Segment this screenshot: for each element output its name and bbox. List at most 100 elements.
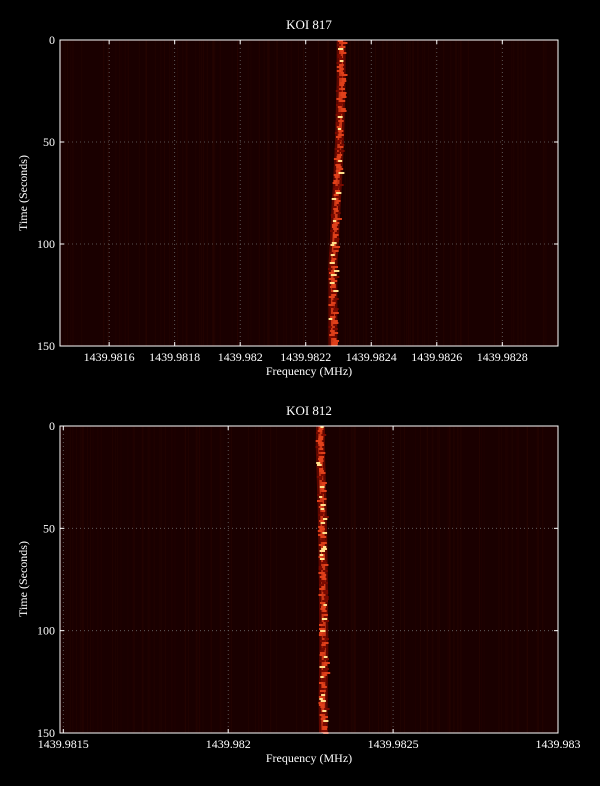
signal-pixel: [332, 284, 336, 286]
noise-streak: [196, 426, 198, 733]
signal-pixel: [323, 516, 329, 518]
signal-pixel: [317, 464, 322, 466]
signal-pixel: [330, 306, 335, 308]
noise-streak: [354, 426, 356, 733]
signal-pixel: [315, 440, 321, 442]
signal-pixel: [319, 576, 326, 578]
signal-pixel: [334, 186, 339, 188]
noise-streak: [268, 40, 270, 346]
plot-area: 1439.9816 1439.9818 1439.982 1439.9822 1439.…: [37, 33, 559, 364]
noise-streak: [202, 40, 204, 346]
noise-streak: [182, 40, 184, 346]
noise-streak: [72, 426, 74, 733]
noise-streak: [69, 426, 71, 733]
signal-pixel: [336, 192, 342, 194]
y-tick-label: 100: [37, 237, 55, 251]
signal-pixel: [321, 484, 326, 486]
signal-pixel: [323, 604, 327, 606]
signal-pixel: [319, 460, 324, 462]
noise-streak: [392, 40, 394, 346]
noise-streak: [133, 426, 135, 733]
noise-streak: [544, 40, 546, 346]
plot-area: 1439.9815 1439.982 1439.9825 1439.983 0 50 100…: [37, 419, 581, 751]
noise-streak: [527, 426, 528, 733]
signal-pixel: [319, 628, 325, 630]
signal-pixel: [339, 60, 344, 62]
signal-pixel: [331, 198, 337, 200]
signal-pixel: [337, 184, 344, 186]
y-tick-label: 100: [37, 624, 55, 638]
signal-pixel: [329, 262, 335, 264]
signal-pixel: [321, 482, 327, 484]
noise-streak: [276, 426, 278, 733]
signal-pixel: [330, 214, 335, 216]
signal-pixel: [333, 310, 338, 312]
noise-streak: [358, 40, 359, 346]
plot-frame: [59, 39, 559, 347]
signal-pixel: [333, 234, 339, 236]
noise-streak: [381, 426, 383, 733]
signal-pixel: [318, 594, 323, 596]
noise-streak: [219, 426, 221, 733]
noise-streak: [513, 40, 515, 346]
signal-pixel: [324, 708, 330, 710]
signal-pixel: [337, 154, 343, 156]
signal-pixel: [322, 728, 328, 730]
signal-pixel: [333, 270, 340, 272]
signal-pixel: [335, 196, 340, 198]
signal-pixel: [318, 450, 324, 452]
plot-background: [60, 40, 558, 346]
signal-pixel: [321, 694, 326, 696]
signal-pixel: [331, 288, 336, 290]
signal-pixel: [322, 646, 326, 648]
signal-pixel: [338, 160, 343, 162]
signal-pixel: [322, 582, 328, 584]
noise-streak: [348, 40, 350, 346]
noise-streak: [112, 426, 114, 733]
noise-streak: [507, 426, 509, 733]
noise-streak: [65, 426, 67, 733]
noise-streak: [313, 426, 315, 733]
signal-pixel: [335, 222, 340, 224]
x-tick-label: 1439.982: [218, 350, 263, 364]
noise-streak: [64, 40, 66, 346]
signal-pixel: [318, 696, 323, 698]
signal-pixel: [339, 68, 344, 70]
noise-streak: [141, 426, 143, 733]
signal-pixel: [320, 670, 327, 672]
signal-pixel: [321, 548, 327, 550]
signal-pixel: [338, 134, 344, 136]
panel-koi-812: 1439.9815 1439.982 1439.9825 1439.983 0 50 100…: [16, 403, 581, 765]
noise-streak: [250, 40, 252, 346]
signal-pixel: [319, 520, 324, 522]
signal-pixel: [319, 496, 323, 498]
signal-pixel: [317, 442, 324, 444]
x-tick-label: 1439.983: [536, 737, 581, 751]
signal-pixel: [329, 336, 336, 338]
y-tick-label: 150: [37, 339, 55, 353]
signal-pixel: [330, 260, 335, 262]
noise-streak: [526, 426, 528, 733]
noise-streak: [220, 426, 222, 733]
signal-pixel: [320, 688, 325, 690]
noise-streak: [107, 40, 109, 346]
chart-title: KOI 812: [286, 403, 332, 418]
noise-streak: [480, 426, 482, 733]
signal-pixel: [335, 124, 339, 126]
signal-pixel: [318, 568, 323, 570]
noise-streak: [372, 426, 374, 733]
noise-streak: [274, 40, 276, 346]
signal-pixel: [338, 172, 345, 174]
noise-streak: [174, 426, 176, 733]
signal-pixel: [333, 298, 339, 300]
noise-streak: [172, 40, 174, 346]
noise-streak: [164, 40, 166, 346]
signal-pixel: [319, 584, 324, 586]
signal-pixel: [338, 102, 344, 104]
noise-streak: [318, 40, 319, 346]
noise-streak: [345, 426, 347, 733]
signal-pixel: [316, 454, 323, 456]
signal-pixel: [322, 674, 327, 676]
y-tick-label: 150: [37, 726, 55, 740]
noise-streak: [404, 426, 406, 733]
